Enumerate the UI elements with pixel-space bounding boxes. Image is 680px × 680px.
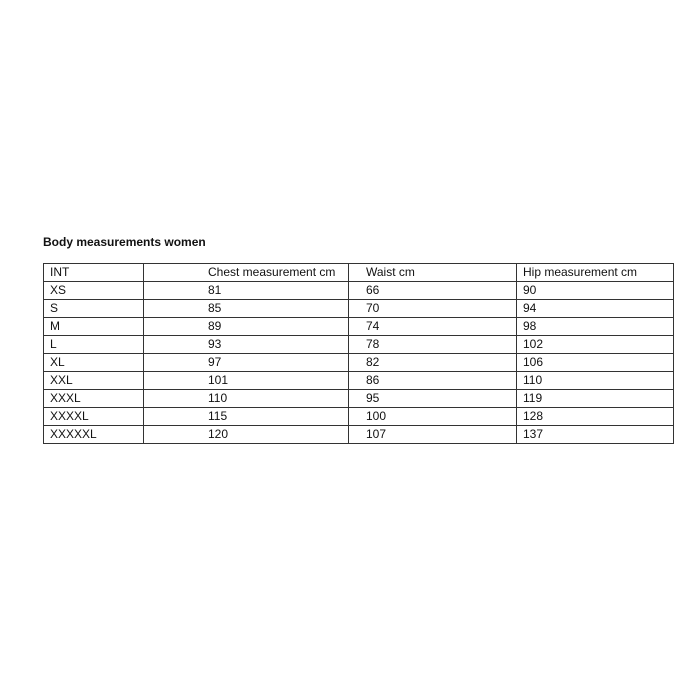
table-cell: 107 xyxy=(348,425,517,444)
column-header: INT xyxy=(43,263,144,282)
column-header: Chest measurement cm xyxy=(143,263,349,282)
table-row: XL 97 82 106 xyxy=(43,353,674,372)
table-cell: 115 xyxy=(143,407,349,426)
table-cell: L xyxy=(43,335,144,354)
table-cell: 110 xyxy=(516,371,674,390)
table-cell: 97 xyxy=(143,353,349,372)
table-cell: 98 xyxy=(516,317,674,336)
table-cell: 81 xyxy=(143,281,349,300)
table-cell: 74 xyxy=(348,317,517,336)
table-cell: XXXXXL xyxy=(43,425,144,444)
table-row: XXXXL 115 100 128 xyxy=(43,407,674,426)
table-cell: 120 xyxy=(143,425,349,444)
table-cell: 102 xyxy=(516,335,674,354)
table-cell: 101 xyxy=(143,371,349,390)
table-row: XXXXXL 120 107 137 xyxy=(43,425,674,444)
table-cell: 82 xyxy=(348,353,517,372)
table-cell: 66 xyxy=(348,281,517,300)
table-cell: 70 xyxy=(348,299,517,318)
table-row: XS 81 66 90 xyxy=(43,281,674,300)
table-cell: 95 xyxy=(348,389,517,408)
table-cell: 90 xyxy=(516,281,674,300)
table-row: XXL 101 86 110 xyxy=(43,371,674,390)
table-cell: 128 xyxy=(516,407,674,426)
table-cell: XL xyxy=(43,353,144,372)
table-row: XXXL 110 95 119 xyxy=(43,389,674,408)
table-cell: XXXL xyxy=(43,389,144,408)
table-cell: 86 xyxy=(348,371,517,390)
table-cell: 89 xyxy=(143,317,349,336)
table-cell: XXXXL xyxy=(43,407,144,426)
table-cell: 106 xyxy=(516,353,674,372)
table-row: L 93 78 102 xyxy=(43,335,674,354)
table-cell: XS xyxy=(43,281,144,300)
table-cell: 100 xyxy=(348,407,517,426)
table-cell: 94 xyxy=(516,299,674,318)
table-title: Body measurements women xyxy=(43,235,206,249)
table-cell: 78 xyxy=(348,335,517,354)
size-table: INT Chest measurement cm Waist cm Hip measu… xyxy=(43,263,674,444)
table-cell: 119 xyxy=(516,389,674,408)
table-cell: M xyxy=(43,317,144,336)
table-cell: 110 xyxy=(143,389,349,408)
table-row: S 85 70 94 xyxy=(43,299,674,318)
column-header: Waist cm xyxy=(348,263,517,282)
table-cell: S xyxy=(43,299,144,318)
table-cell: 137 xyxy=(516,425,674,444)
column-header: Hip measurement cm xyxy=(516,263,674,282)
table-cell: XXL xyxy=(43,371,144,390)
table-cell: 85 xyxy=(143,299,349,318)
table-row: M 89 74 98 xyxy=(43,317,674,336)
table-cell: 93 xyxy=(143,335,349,354)
header-row: INT Chest measurement cm Waist cm Hip measu… xyxy=(43,263,674,282)
